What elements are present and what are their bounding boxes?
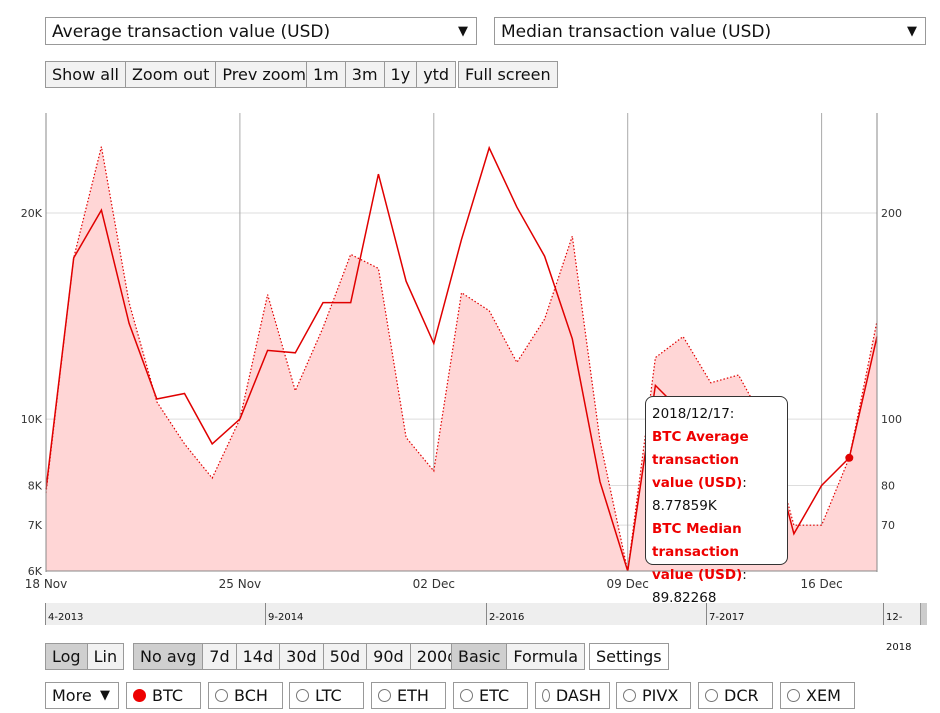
range-1m-button[interactable]: 1m (307, 62, 346, 87)
avg-14d-button[interactable]: 14d (236, 644, 281, 669)
x-tick-label: 09 Dec (607, 577, 649, 591)
hover-marker (845, 453, 854, 462)
coin-label: ETC (479, 686, 510, 705)
more-label: More (52, 686, 92, 705)
zoom-button-group: Show all Zoom out Prev zoom (45, 61, 313, 88)
coin-eth[interactable]: ETH (371, 682, 446, 709)
left-tick-label: 7K (28, 519, 43, 532)
more-select[interactable]: More ▼ (45, 682, 119, 709)
avg-30d-button[interactable]: 30d (280, 644, 324, 669)
left-tick-label: 10K (21, 413, 43, 426)
coin-label: PIVX (642, 686, 679, 705)
coin-bch[interactable]: BCH (208, 682, 283, 709)
left-series-select[interactable]: Average transaction value (USD) ▼ (45, 17, 477, 45)
radio-icon (460, 689, 473, 702)
coin-xem[interactable]: XEM (780, 682, 855, 709)
settings-group: Settings (589, 643, 669, 670)
coin-dcr[interactable]: DCR (698, 682, 773, 709)
full-screen-button[interactable]: Full screen (459, 62, 557, 87)
coin-label: ETH (397, 686, 429, 705)
radio-icon (623, 689, 636, 702)
coin-label: BCH (234, 686, 268, 705)
right-tick-label: 70 (881, 519, 895, 532)
mode-button-group: Basic Formula (451, 643, 586, 670)
coin-label: LTC (315, 686, 342, 705)
prev-zoom-button[interactable]: Prev zoom (216, 62, 312, 87)
settings-button[interactable]: Settings (590, 644, 668, 669)
tooltip-median-value: 89.82268 (652, 590, 717, 606)
x-tick-label: 02 Dec (413, 577, 455, 591)
coin-ltc[interactable]: LTC (289, 682, 364, 709)
range-button-group: 1m 3m 1y ytd (306, 61, 457, 88)
chart-area[interactable]: 6K 7K 8K 10K 20K 70 80 100 200 18 Nov 25 Nov 02 Dec… (0, 0, 940, 600)
radio-icon (787, 689, 800, 702)
chevron-down-icon: ▼ (458, 24, 468, 39)
left-series-value: Average transaction value (USD) (52, 22, 331, 42)
navigator-label: 12-2018 (883, 603, 927, 653)
chevron-down-icon: ▼ (100, 688, 110, 703)
avg-50d-button[interactable]: 50d (323, 644, 368, 669)
chevron-down-icon: ▼ (907, 24, 917, 39)
range-ytd-button[interactable]: ytd (417, 62, 456, 87)
x-tick-label: 18 Nov (25, 577, 68, 591)
log-scale-button[interactable]: Log (46, 644, 88, 669)
coin-dash[interactable]: DASH (535, 682, 610, 709)
chart-tooltip: 2018/12/17: BTC Average transaction valu… (645, 396, 788, 606)
tooltip-avg-label: BTC Average transaction value (USD) (652, 429, 749, 491)
radio-icon (378, 689, 391, 702)
coin-btc[interactable]: BTC (126, 682, 201, 709)
radio-icon (705, 689, 718, 702)
navigator-label: 9-2014 (265, 603, 303, 625)
scale-button-group: Log Lin (45, 643, 125, 670)
radio-icon (296, 689, 309, 702)
range-1y-button[interactable]: 1y (384, 62, 418, 87)
tooltip-avg-value: 8.77859K (652, 498, 717, 514)
show-all-button[interactable]: Show all (46, 62, 126, 87)
right-series-select[interactable]: Median transaction value (USD) ▼ (494, 17, 926, 45)
coin-label: BTC (152, 686, 183, 705)
right-series-value: Median transaction value (USD) (501, 22, 772, 42)
basic-mode-button[interactable]: Basic (452, 644, 508, 669)
zoom-out-button[interactable]: Zoom out (125, 62, 217, 87)
range-3m-button[interactable]: 3m (345, 62, 385, 87)
radio-icon (542, 689, 550, 702)
tooltip-date: 2018/12/17: (652, 406, 735, 422)
coin-pivx[interactable]: PIVX (616, 682, 691, 709)
radio-selected-icon (133, 689, 146, 702)
average-button-group: No avg 7d 14d 30d 50d 90d 200d (133, 643, 465, 670)
right-tick-label: 200 (881, 207, 902, 220)
navigator-label: 4-2013 (45, 603, 83, 625)
navigator-label: 2-2016 (486, 603, 524, 625)
x-tick-label: 25 Nov (219, 577, 262, 591)
tooltip-median-label: BTC Median transaction value (USD) (652, 521, 743, 583)
radio-icon (215, 689, 228, 702)
right-tick-label: 100 (881, 413, 902, 426)
coin-label: DCR (724, 686, 759, 705)
x-tick-label: 16 Dec (800, 577, 842, 591)
coin-label: DASH (555, 686, 601, 705)
left-tick-label: 20K (21, 207, 43, 220)
time-navigator[interactable]: 4-2013 9-2014 2-2016 7-2017 12-2018 (45, 603, 927, 653)
coin-etc[interactable]: ETC (453, 682, 528, 709)
avg-90d-button[interactable]: 90d (367, 644, 411, 669)
axis-ticks: 6K 7K 8K 10K 20K 70 80 100 200 18 Nov 25 Nov 02 Dec… (21, 207, 902, 591)
left-tick-label: 6K (28, 565, 43, 578)
lin-scale-button[interactable]: Lin (87, 644, 124, 669)
right-tick-label: 80 (881, 479, 895, 492)
formula-mode-button[interactable]: Formula (507, 644, 585, 669)
navigator-handle[interactable] (920, 603, 927, 625)
no-avg-button[interactable]: No avg (134, 644, 204, 669)
avg-7d-button[interactable]: 7d (203, 644, 237, 669)
navigator-label: 7-2017 (706, 603, 744, 625)
fullscreen-group: Full screen (458, 61, 558, 88)
coin-label: XEM (806, 686, 841, 705)
left-tick-label: 8K (28, 479, 43, 492)
